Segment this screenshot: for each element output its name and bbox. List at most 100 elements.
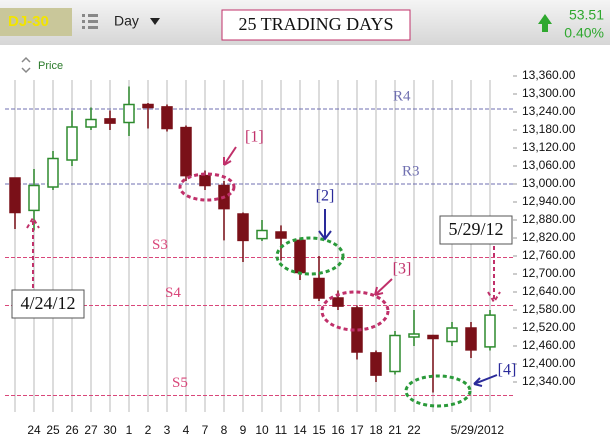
level-label: S3 bbox=[152, 237, 168, 253]
annotations: [1] [2] [3] [4] 4/24/12 5/29/12 bbox=[11, 129, 517, 408]
level-label: S5 bbox=[172, 375, 188, 391]
candle-body bbox=[66, 126, 78, 161]
highlight bbox=[275, 236, 345, 276]
date-box bbox=[439, 215, 513, 245]
x-tick-label: 15 bbox=[312, 423, 326, 437]
change-pct: 0.40% bbox=[564, 25, 604, 41]
y-tick-label: 12,760.00 bbox=[522, 248, 576, 262]
x-tick-label: 25 bbox=[46, 423, 60, 437]
panel-icon[interactable] bbox=[21, 56, 31, 74]
panel-label: Price bbox=[38, 60, 63, 72]
candle-body bbox=[408, 333, 420, 338]
level-label: R4 bbox=[393, 88, 411, 104]
y-tick-label: 13,180.00 bbox=[522, 122, 576, 136]
dropdown-arrow[interactable] bbox=[150, 18, 160, 25]
highlight bbox=[320, 290, 390, 332]
candle-body bbox=[465, 327, 477, 351]
annotation: [3] bbox=[393, 261, 412, 278]
y-tick-label: 12,460.00 bbox=[522, 338, 576, 352]
arrow bbox=[318, 209, 332, 241]
candle-body bbox=[427, 334, 439, 340]
level-label: S4 bbox=[165, 285, 181, 301]
highlight bbox=[404, 374, 472, 408]
title-box bbox=[221, 9, 411, 41]
interval[interactable]: Day bbox=[114, 13, 139, 29]
arrow bbox=[374, 278, 393, 296]
candle-body bbox=[256, 229, 268, 240]
plot: 13,360.00 13,300.00 13,240.00 13,180.00 13,1… bbox=[5, 68, 576, 437]
x-tick-label: 30 bbox=[103, 423, 117, 437]
annotation: [1] bbox=[245, 129, 264, 146]
symbol: DJ-30 bbox=[8, 13, 49, 30]
candle-body bbox=[180, 126, 192, 177]
annotation: 4/24/12 bbox=[20, 293, 75, 313]
x-tick-label: 27 bbox=[84, 423, 98, 437]
chart-title: 25 TRADING DAYS bbox=[238, 14, 393, 34]
annotation: 5/29/12 bbox=[448, 219, 503, 239]
x-tick-label: 4 bbox=[183, 423, 190, 437]
menu-icon[interactable] bbox=[82, 14, 98, 29]
x-tick-label: 10 bbox=[255, 423, 269, 437]
up-arrow bbox=[538, 14, 552, 32]
candle-body bbox=[484, 314, 496, 348]
x-tick-label: 11 bbox=[275, 423, 288, 437]
x-tick-label: 17 bbox=[350, 423, 364, 437]
y-tick-label: 12,400.00 bbox=[522, 356, 576, 370]
y-tick-label: 12,340.00 bbox=[522, 374, 576, 388]
candle-body bbox=[47, 157, 59, 188]
candle-body bbox=[161, 106, 173, 130]
arrow bbox=[487, 246, 501, 304]
date-box bbox=[11, 289, 85, 319]
arrow bbox=[223, 146, 237, 166]
candle-body bbox=[389, 334, 401, 373]
y-tick-label: 13,120.00 bbox=[522, 140, 576, 154]
candle-body bbox=[85, 118, 97, 128]
x-tick-label: 2 bbox=[145, 423, 152, 437]
symbol-box[interactable] bbox=[0, 8, 72, 36]
candle-body bbox=[332, 297, 344, 307]
candle-body bbox=[446, 327, 458, 343]
candle-body bbox=[9, 177, 21, 214]
candle-body bbox=[294, 239, 306, 274]
x-tick-label: 24 bbox=[27, 423, 41, 437]
candle-body bbox=[142, 103, 154, 109]
candle-body bbox=[199, 174, 211, 187]
x-tick-label: 21 bbox=[388, 423, 402, 437]
y-tick-label: 12,520.00 bbox=[522, 320, 576, 334]
x-tick-label: 9 bbox=[240, 423, 247, 437]
x-tick-label: 18 bbox=[369, 423, 383, 437]
candle-body bbox=[123, 103, 135, 124]
highlight bbox=[178, 172, 236, 202]
candle-body bbox=[237, 213, 249, 242]
arrow bbox=[473, 374, 498, 387]
y-tick-label: 13,060.00 bbox=[522, 158, 576, 172]
y-tick-label: 13,240.00 bbox=[522, 104, 576, 118]
annotation: [2] bbox=[316, 188, 335, 205]
y-tick-label: 12,940.00 bbox=[522, 194, 576, 208]
y-tick-label: 13,000.00 bbox=[522, 176, 576, 190]
x-tick-label: 22 bbox=[407, 423, 421, 437]
y-tick-label: 12,640.00 bbox=[522, 284, 576, 298]
annotation: [4] bbox=[498, 362, 517, 379]
y-tick-label: 12,580.00 bbox=[522, 302, 576, 316]
x-tick-label: 5/29/2012 bbox=[451, 423, 505, 437]
x-tick-label: 3 bbox=[164, 423, 171, 437]
arrow bbox=[26, 216, 40, 288]
x-tick-label: 8 bbox=[221, 423, 228, 437]
y-tick-label: 13,360.00 bbox=[522, 68, 576, 82]
y-tick-label: 13,300.00 bbox=[522, 86, 576, 100]
y-tick-label: 12,820.00 bbox=[522, 230, 576, 244]
candle-body bbox=[104, 118, 116, 124]
candle-body bbox=[313, 277, 325, 299]
level-label: R3 bbox=[402, 163, 420, 179]
change: 53.51 bbox=[569, 7, 604, 23]
x-tick-label: 14 bbox=[293, 423, 307, 437]
x-tick-label: 1 bbox=[126, 423, 133, 437]
candle-body bbox=[28, 184, 40, 212]
x-tick-label: 7 bbox=[202, 423, 209, 437]
y-tick-label: 12,700.00 bbox=[522, 266, 576, 280]
candle-body bbox=[275, 231, 287, 239]
x-tick-label: 26 bbox=[65, 423, 79, 437]
candle-body bbox=[370, 352, 382, 376]
